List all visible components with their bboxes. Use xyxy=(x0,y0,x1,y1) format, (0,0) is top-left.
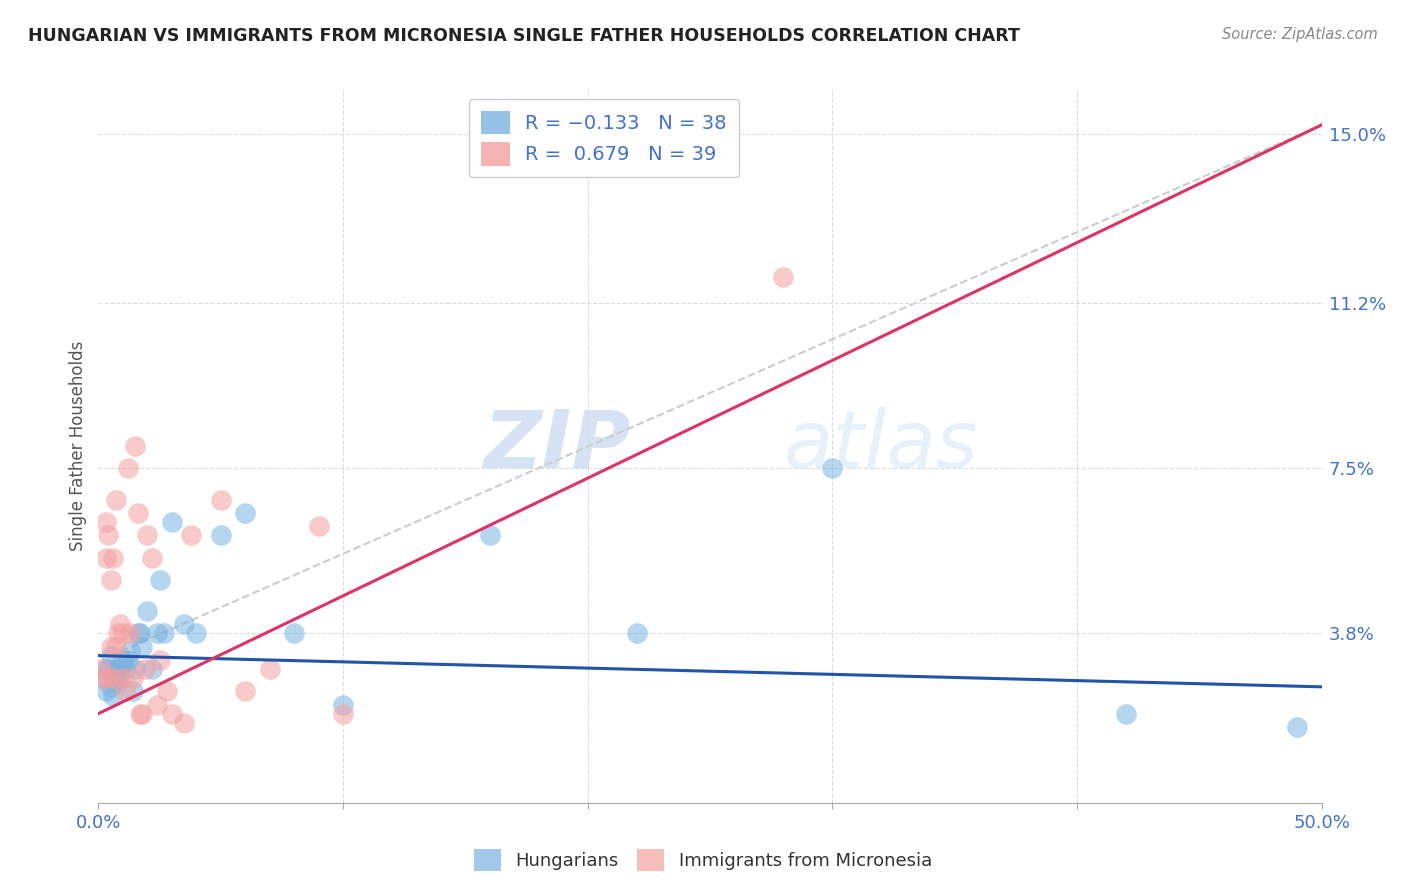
Point xyxy=(149,573,172,587)
Text: atlas: atlas xyxy=(783,407,979,485)
Point xyxy=(136,528,159,542)
Point xyxy=(129,626,152,640)
Point xyxy=(100,648,122,663)
Point xyxy=(160,515,183,529)
Point xyxy=(160,706,183,721)
Point xyxy=(94,515,117,529)
Point xyxy=(153,626,176,640)
Point xyxy=(104,662,127,676)
Point xyxy=(141,550,163,565)
Text: ZIP: ZIP xyxy=(484,407,630,485)
Point xyxy=(134,662,156,676)
Point xyxy=(91,671,114,685)
Point xyxy=(124,662,146,676)
Point xyxy=(111,626,134,640)
Point xyxy=(146,698,169,712)
Point xyxy=(97,671,120,685)
Point xyxy=(120,644,142,658)
Point xyxy=(97,662,120,676)
Point xyxy=(626,626,648,640)
Point xyxy=(1286,720,1309,734)
Point xyxy=(173,715,195,730)
Point xyxy=(91,671,114,685)
Point xyxy=(180,528,202,542)
Point xyxy=(107,626,129,640)
Point xyxy=(209,492,232,507)
Point xyxy=(90,662,112,676)
Point xyxy=(186,626,208,640)
Point xyxy=(131,640,153,654)
Point xyxy=(233,684,256,698)
Point xyxy=(100,573,122,587)
Point xyxy=(107,675,129,690)
Y-axis label: Single Father Households: Single Father Households xyxy=(69,341,87,551)
Point xyxy=(110,617,132,632)
Point xyxy=(94,550,117,565)
Point xyxy=(156,684,179,698)
Point xyxy=(149,653,172,667)
Point xyxy=(173,617,195,632)
Point xyxy=(478,528,501,542)
Point xyxy=(121,671,143,685)
Point xyxy=(136,604,159,618)
Point xyxy=(101,671,124,685)
Text: HUNGARIAN VS IMMIGRANTS FROM MICRONESIA SINGLE FATHER HOUSEHOLDS CORRELATION CHA: HUNGARIAN VS IMMIGRANTS FROM MICRONESIA … xyxy=(28,27,1019,45)
Point xyxy=(101,550,124,565)
Point xyxy=(117,653,139,667)
Point xyxy=(233,506,256,520)
Point xyxy=(117,461,139,475)
Point xyxy=(97,528,120,542)
Point xyxy=(121,684,143,698)
Point xyxy=(259,662,281,676)
Point xyxy=(141,662,163,676)
Point xyxy=(131,706,153,721)
Point xyxy=(332,698,354,712)
Point xyxy=(283,626,305,640)
Point xyxy=(1115,706,1137,721)
Point xyxy=(111,671,134,685)
Point xyxy=(308,519,330,533)
Point xyxy=(114,662,136,676)
Point xyxy=(94,662,117,676)
Point xyxy=(94,684,117,698)
Point xyxy=(821,461,844,475)
Point xyxy=(146,626,169,640)
Point xyxy=(104,640,127,654)
Point xyxy=(772,269,794,284)
Text: Source: ZipAtlas.com: Source: ZipAtlas.com xyxy=(1222,27,1378,42)
Point xyxy=(127,626,149,640)
Point xyxy=(110,662,132,676)
Point xyxy=(101,671,124,685)
Point xyxy=(111,653,134,667)
Point xyxy=(127,506,149,520)
Point xyxy=(332,706,354,721)
Point xyxy=(120,626,142,640)
Point xyxy=(114,684,136,698)
Point xyxy=(104,492,127,507)
Point xyxy=(101,689,124,703)
Legend: Hungarians, Immigrants from Micronesia: Hungarians, Immigrants from Micronesia xyxy=(467,842,939,879)
Point xyxy=(209,528,232,542)
Point xyxy=(100,680,122,694)
Legend: R = −0.133   N = 38, R =  0.679   N = 39: R = −0.133 N = 38, R = 0.679 N = 39 xyxy=(470,99,738,178)
Point xyxy=(100,640,122,654)
Point xyxy=(107,671,129,685)
Point xyxy=(124,439,146,453)
Point xyxy=(129,706,152,721)
